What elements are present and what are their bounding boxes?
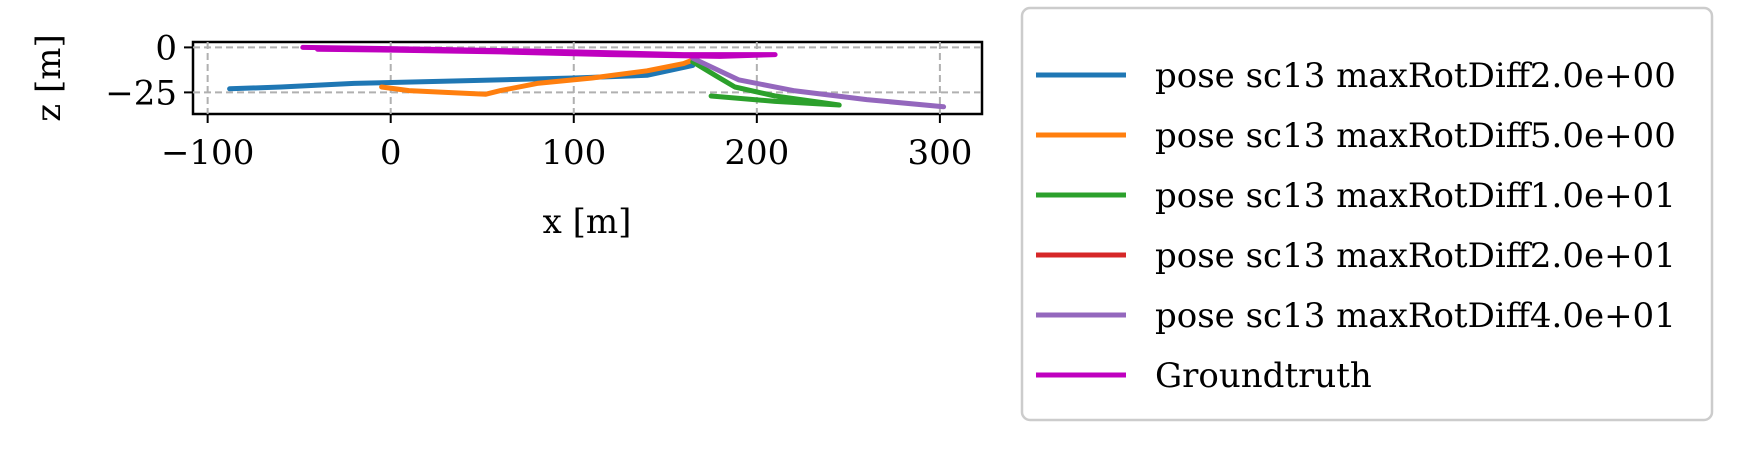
series-lines — [227, 44, 947, 110]
series-line-1 — [379, 57, 696, 97]
x-tick-label-2: 100 — [541, 133, 606, 173]
x-axis-label: x [m] — [543, 202, 632, 242]
y-axis-label: z [m] — [29, 34, 69, 122]
plot-frame — [191, 40, 984, 116]
legend-label-0: pose sc13 maxRotDiff2.0e+00 — [1155, 56, 1676, 96]
y-tick-label-0: 0 — [155, 28, 177, 68]
x-axis-ticks: −100 0 100 200 300 — [161, 114, 972, 173]
legend-entries: pose sc13 maxRotDiff2.0e+00 pose sc13 max… — [1036, 56, 1676, 396]
x-tick-label-3: 200 — [724, 133, 789, 173]
legend-label-2: pose sc13 maxRotDiff1.0e+01 — [1155, 176, 1676, 216]
series-line-0 — [227, 62, 696, 92]
series-line-4 — [690, 55, 947, 110]
legend-box — [1020, 6, 1714, 422]
legend-label-3: pose sc13 maxRotDiff2.0e+01 — [1155, 236, 1676, 276]
y-tick-label-1: −25 — [105, 73, 177, 113]
series-line-2 — [690, 59, 842, 108]
legend: pose sc13 maxRotDiff2.0e+00 pose sc13 max… — [1020, 6, 1714, 422]
legend-label-5: Groundtruth — [1155, 356, 1372, 396]
legend-label-1: pose sc13 maxRotDiff5.0e+00 — [1155, 116, 1676, 156]
x-tick-label-1: 0 — [380, 133, 402, 173]
legend-label-4: pose sc13 maxRotDiff4.0e+01 — [1155, 296, 1676, 336]
x-tick-label-4: 300 — [907, 133, 972, 173]
y-axis-ticks: 0−25 — [105, 28, 193, 113]
x-tick-label-0: −100 — [161, 133, 254, 173]
series-line-5 — [300, 44, 778, 59]
